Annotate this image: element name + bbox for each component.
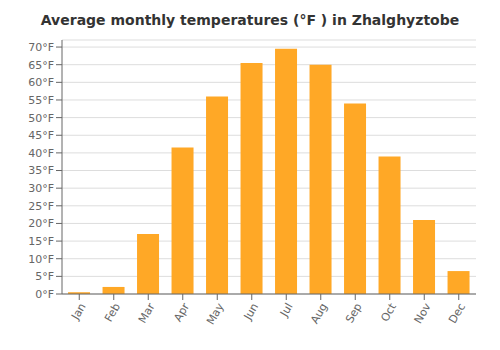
svg-text:25°F: 25°F (28, 200, 54, 213)
svg-text:Sep: Sep (343, 301, 365, 325)
svg-text:Aug: Aug (308, 301, 330, 326)
svg-text:70°F: 70°F (28, 41, 54, 54)
svg-text:20°F: 20°F (28, 217, 54, 230)
svg-text:15°F: 15°F (28, 235, 54, 248)
svg-text:30°F: 30°F (28, 182, 54, 195)
svg-text:60°F: 60°F (28, 76, 54, 89)
svg-text:May: May (204, 300, 227, 327)
svg-text:50°F: 50°F (28, 112, 54, 125)
svg-text:Oct: Oct (378, 300, 399, 324)
svg-text:Feb: Feb (102, 301, 123, 324)
svg-text:55°F: 55°F (28, 94, 54, 107)
svg-text:Jun: Jun (241, 301, 261, 323)
html-text:Average monthly temperatures (: Average monthly temperatures (°F ) in Zh… (40, 12, 460, 28)
svg-text:10°F: 10°F (28, 253, 54, 266)
svg-text:Apr: Apr (171, 300, 192, 323)
svg-text:45°F: 45°F (28, 129, 54, 142)
svg-text:0°F: 0°F (35, 288, 54, 301)
svg-text:40°F: 40°F (28, 147, 54, 160)
svg-text:35°F: 35°F (28, 164, 54, 177)
svg-text:5°F: 5°F (35, 270, 54, 283)
svg-text:65°F: 65°F (28, 59, 54, 72)
svg-text:Dec: Dec (446, 301, 468, 326)
svg-text:Mar: Mar (136, 301, 158, 326)
svg-text:Jan: Jan (68, 301, 88, 323)
svg-text:Nov: Nov (412, 300, 434, 326)
svg-text:Jul: Jul (277, 301, 295, 320)
